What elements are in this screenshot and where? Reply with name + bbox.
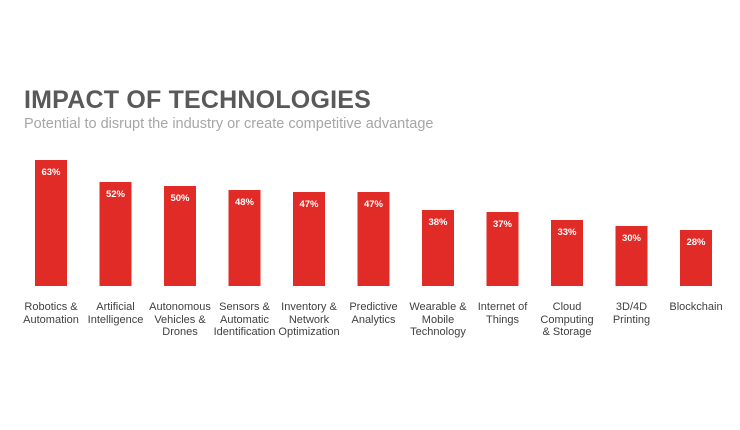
bar-value-label: 28% [686, 237, 706, 248]
bar [164, 186, 196, 286]
bar-value-label: 47% [364, 199, 384, 210]
bar-value-label: 30% [622, 233, 642, 244]
bar-value-label: 50% [170, 193, 190, 204]
bar [293, 192, 325, 286]
bar-value-label: 63% [41, 167, 61, 178]
category-label: Artificial Intelligence [87, 301, 144, 326]
category-label: Cloud Computing & Storage [540, 301, 594, 338]
chart-title: IMPACT OF TECHNOLOGIES [24, 86, 371, 114]
bar-value-label: 52% [106, 189, 126, 200]
category-label: Inventory & Network Optimization [278, 301, 340, 338]
bar-value-label: 33% [557, 227, 577, 238]
bar-value-label: 47% [299, 199, 319, 210]
bar-value-label: 38% [428, 217, 448, 228]
chart-subtitle: Potential to disrupt the industry or cre… [24, 116, 434, 132]
bar [35, 160, 67, 286]
bar-value-label: 37% [493, 219, 513, 230]
bar [486, 212, 519, 286]
category-label: Robotics & Automation [23, 301, 79, 326]
category-label: Predictive Analytics [349, 301, 398, 326]
bars-group: 63% 52% 50% 48% 47% 47% 38% 37% 33% 30% 28% [35, 160, 712, 286]
bar [228, 190, 261, 286]
category-label: Autonomous Vehicles & Drones [149, 301, 211, 338]
bar [357, 192, 390, 286]
bar [422, 210, 454, 286]
category-label: Internet of Things [477, 301, 528, 326]
category-label: 3D/4D Printing [612, 301, 651, 326]
category-label: Sensors & Automatic Identification [213, 301, 276, 338]
bar-value-label: 48% [235, 197, 255, 208]
bar [551, 220, 583, 286]
bar [99, 182, 132, 286]
bar [615, 226, 648, 286]
bar [680, 230, 712, 286]
category-label: Blockchain [669, 301, 723, 313]
category-label: Wearable & Mobile Technology [409, 301, 467, 338]
